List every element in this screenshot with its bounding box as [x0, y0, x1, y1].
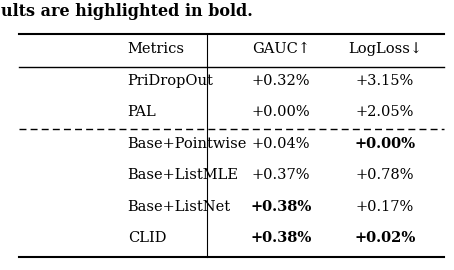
Text: +0.04%: +0.04%	[252, 137, 311, 151]
Text: GAUC↑: GAUC↑	[252, 42, 310, 56]
Text: +3.15%: +3.15%	[356, 74, 414, 88]
Text: Base+Pointwise: Base+Pointwise	[128, 137, 247, 151]
Text: +0.38%: +0.38%	[251, 231, 312, 245]
Text: +0.00%: +0.00%	[252, 105, 311, 119]
Text: +0.17%: +0.17%	[356, 200, 414, 214]
Text: +2.05%: +2.05%	[356, 105, 414, 119]
Text: LogLoss↓: LogLoss↓	[348, 42, 422, 56]
Text: Metrics: Metrics	[128, 42, 185, 56]
Text: CLID: CLID	[128, 231, 166, 245]
Text: +0.38%: +0.38%	[251, 200, 312, 214]
Text: +0.02%: +0.02%	[354, 231, 415, 245]
Text: PriDropOut: PriDropOut	[128, 74, 213, 88]
Text: +0.37%: +0.37%	[252, 168, 311, 182]
Text: Base+ListMLE: Base+ListMLE	[128, 168, 239, 182]
Text: PAL: PAL	[128, 105, 157, 119]
Text: +0.32%: +0.32%	[252, 74, 311, 88]
Text: Base+ListNet: Base+ListNet	[128, 200, 231, 214]
Text: ults are highlighted in bold.: ults are highlighted in bold.	[1, 3, 253, 20]
Text: +0.78%: +0.78%	[355, 168, 414, 182]
Text: +0.00%: +0.00%	[355, 137, 415, 151]
